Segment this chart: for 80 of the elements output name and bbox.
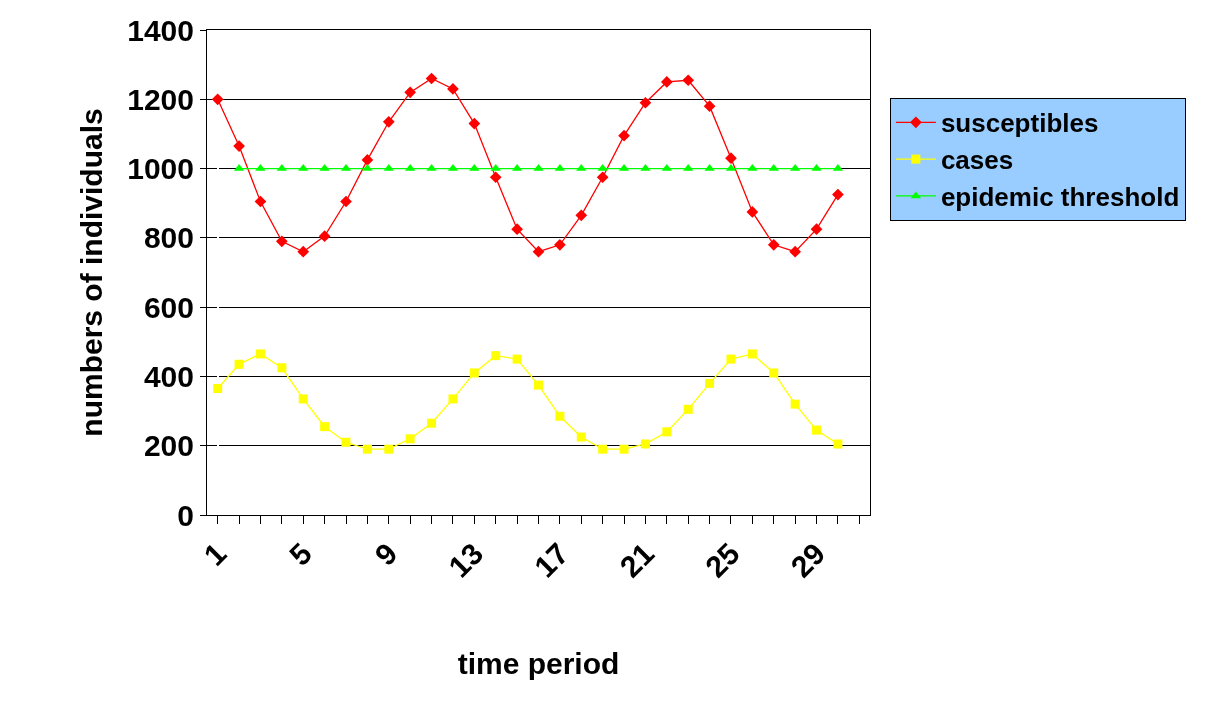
x-tick-label: 1 [197, 536, 233, 572]
point [277, 363, 287, 373]
legend-label: cases [940, 145, 1014, 176]
y-tick-label: 200 [143, 429, 194, 463]
point [255, 349, 265, 359]
point [576, 432, 586, 442]
point [726, 354, 736, 364]
point [619, 444, 629, 454]
point [810, 223, 823, 236]
point [682, 74, 695, 87]
point [384, 444, 394, 454]
point [532, 245, 545, 258]
point [790, 399, 800, 409]
point [318, 230, 331, 242]
y-tick-label: 0 [177, 498, 194, 532]
point [448, 394, 458, 404]
y-tick-label: 800 [143, 221, 194, 255]
x-tick-label: 9 [368, 536, 404, 572]
point [468, 117, 481, 130]
point [705, 378, 715, 388]
point [276, 235, 288, 248]
legend-label: epidemic threshold [940, 182, 1180, 213]
y-tick-label: 400 [143, 359, 194, 393]
point [789, 245, 801, 258]
point [747, 349, 757, 359]
y-tick-label: 1000 [127, 152, 194, 186]
x-tick-label: 13 [442, 536, 490, 584]
x-tick-label: 29 [784, 536, 832, 584]
point [211, 93, 224, 106]
point [298, 394, 308, 404]
point [213, 384, 223, 394]
point [725, 152, 737, 165]
x-tick-label: 17 [527, 536, 575, 584]
point [382, 115, 395, 128]
point [769, 368, 779, 378]
point [812, 425, 822, 435]
point [832, 188, 844, 201]
point [297, 245, 310, 258]
point [554, 238, 566, 251]
x-tick-label: 21 [613, 536, 661, 584]
point [511, 223, 523, 236]
point [447, 83, 459, 95]
point [425, 72, 438, 85]
point [746, 206, 759, 218]
point [575, 209, 588, 222]
point [662, 427, 672, 437]
point [512, 354, 522, 364]
point [489, 171, 502, 184]
point [234, 359, 244, 369]
point [362, 444, 372, 454]
point [683, 404, 693, 414]
point [639, 96, 652, 109]
point [767, 238, 780, 251]
point [598, 444, 608, 454]
point [491, 351, 501, 361]
point [703, 100, 716, 113]
point [833, 439, 843, 449]
x-tick-label: 5 [282, 536, 319, 572]
point [320, 422, 330, 432]
point [469, 368, 479, 378]
point [660, 76, 673, 88]
legend-label: susceptibles [940, 108, 1099, 139]
x-axis-title: time period [457, 646, 620, 680]
y-tick-label: 600 [143, 290, 194, 324]
point [596, 171, 609, 184]
point [340, 195, 352, 208]
y-tick-label: 1200 [127, 82, 194, 116]
point [618, 129, 630, 142]
point [534, 380, 543, 390]
y-tick-label: 1400 [127, 13, 194, 47]
point [341, 437, 351, 447]
point [405, 434, 415, 444]
point [404, 86, 417, 99]
point [254, 195, 267, 208]
y-axis-title: numbers of individuals [75, 108, 109, 437]
point [427, 418, 437, 428]
x-tick-label: 25 [698, 536, 746, 584]
point [640, 439, 650, 449]
point [555, 411, 565, 421]
point [361, 154, 374, 166]
